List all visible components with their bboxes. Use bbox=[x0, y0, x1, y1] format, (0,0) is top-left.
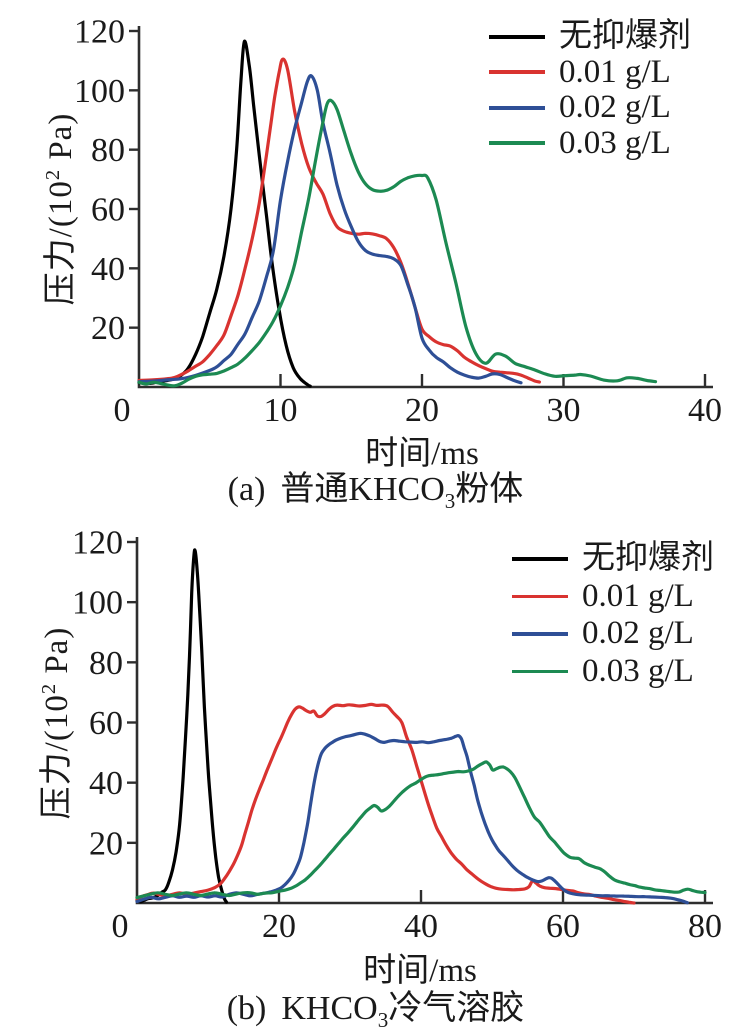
chart-b-caption: (b) KHCO3冷气溶胶 bbox=[226, 990, 525, 1032]
x-tick-label: 10 bbox=[264, 392, 298, 429]
series-curve-0.03 g/L bbox=[135, 760, 707, 900]
y-tick-label: 60 bbox=[89, 705, 123, 742]
chart-b-plot-canvas: 0 20 40 60 80 20 40 60 80 100 120 bbox=[72, 525, 722, 946]
chart-b-x-axis-label: 时间/ms bbox=[363, 953, 477, 989]
legend-line-swatch bbox=[489, 34, 545, 39]
y-tick-label: 120 bbox=[72, 525, 123, 562]
legend-label: 0.03 g/L bbox=[559, 124, 671, 161]
x-tick-label: 40 bbox=[688, 392, 722, 429]
series-curve-无抑爆剂 bbox=[135, 548, 229, 904]
legend-label: 0.01 g/L bbox=[559, 53, 671, 90]
axis-spines bbox=[137, 26, 713, 389]
x-tick-label: 60 bbox=[546, 908, 580, 945]
x-tick-label: 0 bbox=[114, 392, 131, 429]
chart-a-y-axis-label: 压力/(102 Pa) bbox=[42, 112, 79, 306]
legend-line-swatch bbox=[512, 557, 568, 561]
legend-row: 0.03 g/L bbox=[489, 126, 691, 162]
legend-line-swatch bbox=[489, 105, 545, 110]
y-tick-label: 100 bbox=[74, 73, 125, 110]
x-tick-label: 0 bbox=[112, 908, 129, 945]
legend-row: 0.01 g/L bbox=[512, 578, 714, 616]
y-tick-label: 40 bbox=[89, 765, 123, 802]
x-tick-label: 20 bbox=[262, 908, 296, 945]
chart-a-plot-canvas: 0 10 20 30 40 20 40 60 80 100 120 bbox=[74, 14, 722, 430]
y-tick-label: 80 bbox=[89, 645, 123, 682]
legend-label: 0.02 g/L bbox=[559, 89, 671, 126]
legend-row: 0.02 g/L bbox=[512, 615, 714, 653]
chart-a-caption: (a) 普通KHCO3粉体 bbox=[227, 471, 524, 513]
legend-row: 0.02 g/L bbox=[489, 90, 691, 126]
chart-panel-a: 0 10 20 30 40 20 40 60 80 100 120 压力/(102 Pa) 时间/m… bbox=[42, 14, 722, 513]
legend-line-swatch bbox=[512, 594, 568, 599]
legend-line-swatch bbox=[512, 632, 568, 636]
x-tick-label: 80 bbox=[688, 908, 722, 945]
y-tick-label: 100 bbox=[72, 585, 123, 622]
x-tick-label: 20 bbox=[405, 392, 439, 429]
legend-label: 0.02 g/L bbox=[582, 615, 694, 652]
x-tick-label: 30 bbox=[547, 392, 581, 429]
y-tick-label: 20 bbox=[89, 825, 123, 862]
legend-row: 0.03 g/L bbox=[512, 653, 714, 691]
legend-line-swatch bbox=[512, 669, 568, 674]
y-tick-label: 60 bbox=[91, 192, 125, 229]
series-curve-0.02 g/L bbox=[137, 74, 523, 385]
y-tick-label: 80 bbox=[91, 132, 125, 169]
chart-a-legend: 无抑爆剂 0.01 g/L 0.02 g/L 0.03 g/L bbox=[489, 19, 691, 161]
y-tick-label: 40 bbox=[91, 251, 125, 288]
legend-label: 无抑爆剂 bbox=[559, 18, 691, 55]
x-tick-label: 40 bbox=[404, 908, 438, 945]
series-curve-0.01 g/L bbox=[137, 57, 541, 384]
series-curve-0.03 g/L bbox=[137, 98, 658, 388]
legend-row: 无抑爆剂 bbox=[489, 19, 691, 55]
chart-panel-b: 0 20 40 60 80 20 40 60 80 100 120 压力/(102 Pa) 时间/m… bbox=[0, 517, 751, 1034]
chart-b-y-axis-label: 压力/(102 Pa) bbox=[38, 626, 75, 820]
legend-row: 0.01 g/L bbox=[489, 55, 691, 91]
series-curve-0.01 g/L bbox=[135, 702, 636, 905]
chart-a-x-axis-label: 时间/ms bbox=[365, 436, 479, 472]
y-tick-label: 120 bbox=[74, 14, 125, 51]
y-tick-label: 20 bbox=[91, 310, 125, 347]
chart-b-legend: 无抑爆剂 0.01 g/L 0.02 g/L 0.03 g/L bbox=[512, 540, 714, 690]
legend-label: 0.01 g/L bbox=[582, 577, 694, 614]
legend-row: 无抑爆剂 bbox=[512, 540, 714, 578]
legend-line-swatch bbox=[489, 70, 545, 75]
legend-line-swatch bbox=[489, 141, 545, 146]
legend-label: 0.03 g/L bbox=[582, 653, 694, 690]
legend-label: 无抑爆剂 bbox=[582, 540, 714, 577]
